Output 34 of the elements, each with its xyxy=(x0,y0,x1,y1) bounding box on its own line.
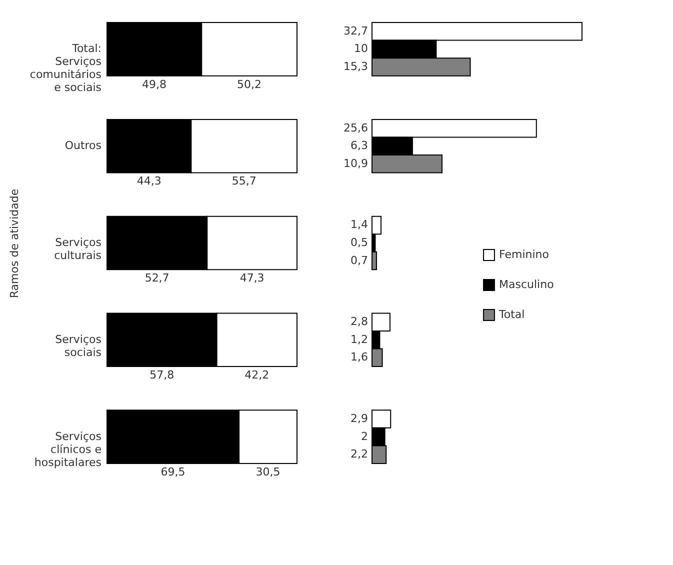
y-axis-title: Ramos de atividade xyxy=(8,188,21,298)
data-label: 0,5 xyxy=(350,236,368,249)
y-tick-label: Outros xyxy=(64,139,102,152)
data-label: 55,7 xyxy=(232,174,256,188)
data-label: 1,2 xyxy=(350,332,368,346)
data-label: 1,4 xyxy=(350,218,368,232)
y-tick-label: Serviços sociais xyxy=(55,332,102,359)
data-label: 57,8 xyxy=(150,368,174,382)
data-label: 2,2 xyxy=(350,448,368,461)
data-label: 69,5 xyxy=(160,465,186,478)
data-label: 25,6 xyxy=(344,121,368,134)
data-label: 2 xyxy=(361,430,368,443)
data-label: 0,7 xyxy=(350,254,368,267)
data-label: 30,5 xyxy=(256,465,280,478)
data-label: 15,3 xyxy=(344,60,368,73)
data-label: 2,9 xyxy=(350,412,368,426)
data-label: 49,8 xyxy=(142,78,167,91)
legend-label: Feminino xyxy=(499,248,550,261)
data-label: 10,9 xyxy=(344,156,368,170)
data-label: 1,6 xyxy=(350,350,368,364)
data-label: 50,2 xyxy=(237,78,262,91)
y-tick-label: Serviços culturais xyxy=(54,236,102,262)
legend-label: Masculino xyxy=(499,278,554,291)
legend-label: Total xyxy=(498,308,525,321)
y-tick-label: Serviços clínicos e hospitalares xyxy=(34,430,102,469)
data-label: 2,8 xyxy=(350,315,368,328)
data-label: 42,2 xyxy=(244,368,270,382)
data-label: 52,7 xyxy=(144,272,170,285)
y-tick-label: Total: Serviços comunitários e sociais xyxy=(30,42,102,94)
data-label: 6,3 xyxy=(350,139,368,152)
data-label: 10 xyxy=(354,42,368,56)
data-label: 32,7 xyxy=(344,24,368,38)
data-label: 47,3 xyxy=(240,272,264,285)
data-label: 44,3 xyxy=(136,174,162,188)
